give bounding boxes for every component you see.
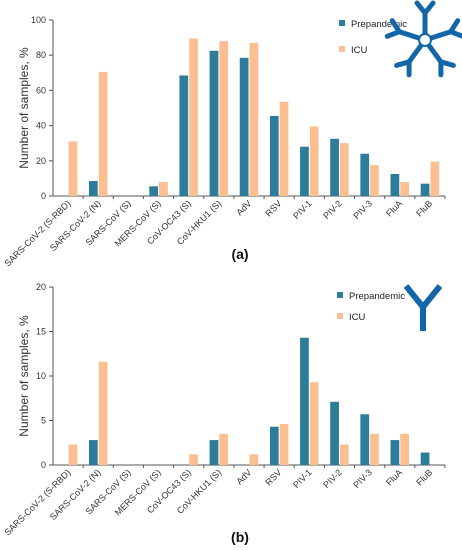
legend-label-icu-b: ICU [349, 312, 366, 323]
bar-icu-a [98, 71, 108, 196]
x-tick-label-b: AdV [234, 467, 253, 486]
bar-icu-b [370, 433, 379, 465]
bar-icu-b [339, 444, 349, 465]
bar-prepandemic-b [420, 452, 430, 465]
x-tick-label-a: PIV-3 [351, 198, 374, 221]
bar-icu-b [249, 454, 259, 465]
y-tick-label-b: 10 [36, 371, 46, 381]
legend-a: Prepandemic ICU [339, 19, 407, 56]
x-tick-label-a: FluA [384, 198, 404, 218]
x-tick-label-a: PIV-1 [291, 198, 314, 221]
bar-icu-b [98, 361, 108, 465]
bar-prepandemic-a [209, 50, 219, 196]
x-tick-label-b: FluA [384, 467, 404, 487]
legend-label-icu-a: ICU [351, 45, 368, 56]
x-tick-label-b: FluB [414, 467, 434, 487]
bar-icu-b [189, 454, 198, 465]
igg-antibody-icon [403, 284, 443, 331]
x-tick-label-b: RSV [263, 467, 283, 487]
legend-label-prepandemic-a: Prepandemic [351, 19, 407, 30]
bar-prepandemic-a [88, 181, 98, 196]
bar-icu-a [219, 41, 229, 197]
legend-b: Prepandemic ICU [337, 291, 405, 323]
bar-icu-b [400, 433, 410, 465]
bar-icu-a [279, 101, 289, 196]
bar-prepandemic-b [360, 414, 370, 465]
x-tick-label-a: AdV [234, 198, 253, 217]
bar-icu-a [68, 141, 78, 196]
y-tick-label-a: 80 [36, 50, 46, 60]
bar-prepandemic-a [179, 75, 189, 196]
igm-pentamer-antibody-icon [384, 0, 462, 78]
x-tick-label-a: PIV-2 [321, 198, 344, 221]
bar-icu-a [430, 161, 440, 196]
legend-swatch-icu-b [337, 313, 343, 319]
bar-icu-a [370, 165, 379, 196]
legend-swatch-prepandemic-a [339, 20, 345, 26]
panel-label-b: (b) [231, 529, 249, 545]
bar-icu-b [279, 424, 289, 465]
legend-swatch-prepandemic-b [337, 292, 343, 298]
x-tick-label-a: FluB [414, 198, 434, 218]
bar-icu-a [159, 181, 168, 196]
x-tick-label-b: PIV-3 [351, 467, 374, 490]
bar-prepandemic-b [209, 440, 219, 465]
y-tick-label-a: 60 [36, 85, 46, 95]
y-tick-label-a: 100 [31, 15, 46, 25]
x-tick-label-b: PIV-2 [321, 467, 344, 490]
y-tick-label-b: 15 [36, 327, 46, 337]
bar-prepandemic-a [420, 183, 430, 196]
bar-icu-a [249, 42, 259, 196]
bar-prepandemic-a [239, 57, 249, 197]
bar-icu-a [339, 143, 349, 196]
bar-prepandemic-a [330, 138, 339, 196]
y-axis-title-a: Number of samples, % [17, 47, 31, 169]
bar-prepandemic-a [300, 146, 309, 196]
x-tick-label-b: PIV-1 [291, 467, 314, 490]
bar-prepandemic-b [269, 426, 279, 465]
y-tick-label-a: 0 [41, 191, 46, 201]
bar-icu-a [189, 38, 198, 197]
bar-prepandemic-a [390, 174, 400, 196]
y-tick-label-a: 40 [36, 121, 46, 131]
bar-icu-a [400, 181, 410, 196]
x-tick-label-a: RSV [263, 198, 283, 218]
legend-label-prepandemic-b: Prepandemic [349, 291, 405, 302]
bar-prepandemic-a [360, 153, 370, 196]
y-tick-label-b: 5 [41, 416, 46, 426]
y-tick-label-b: 20 [36, 282, 46, 292]
y-tick-label-b: 0 [41, 460, 46, 470]
y-axis-title-b: Number of samples, % [17, 315, 31, 437]
bar-icu-b [68, 444, 78, 465]
panel-label-a: (a) [231, 246, 248, 262]
bar-icu-b [309, 382, 319, 465]
bar-icu-b [219, 433, 229, 465]
y-tick-label-a: 20 [36, 156, 46, 166]
bar-prepandemic-a [269, 115, 279, 196]
bar-prepandemic-b [390, 440, 400, 465]
legend-swatch-icu-a [339, 46, 345, 52]
bar-prepandemic-b [330, 401, 339, 465]
bar-prepandemic-b [88, 440, 98, 465]
bar-icu-a [309, 126, 319, 196]
bar-prepandemic-b [300, 337, 309, 465]
bar-prepandemic-a [149, 186, 159, 196]
